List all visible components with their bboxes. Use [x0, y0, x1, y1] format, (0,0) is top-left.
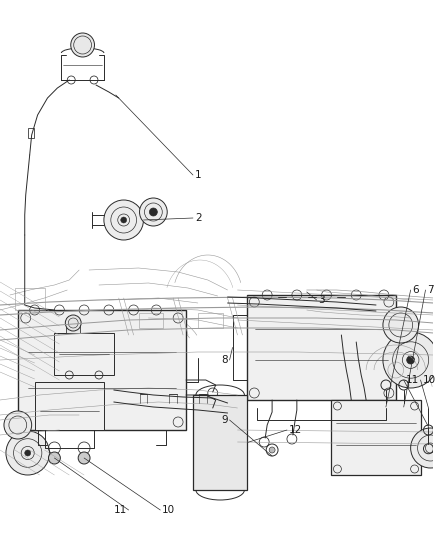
Circle shape: [25, 450, 31, 456]
Bar: [28, 128, 34, 138]
Text: 6: 6: [413, 285, 419, 295]
Bar: [332, 400, 420, 475]
Text: 1: 1: [195, 170, 201, 180]
Circle shape: [149, 208, 157, 216]
Circle shape: [6, 431, 49, 475]
Text: 11: 11: [406, 375, 419, 385]
Circle shape: [400, 403, 408, 411]
Circle shape: [383, 332, 438, 388]
Bar: [193, 395, 247, 490]
Bar: [15, 288, 45, 310]
Bar: [66, 325, 80, 333]
Bar: [198, 313, 223, 328]
Bar: [54, 333, 114, 375]
Circle shape: [4, 411, 32, 439]
Text: 12: 12: [289, 425, 302, 435]
Text: 2: 2: [195, 213, 201, 223]
Text: 11: 11: [113, 505, 127, 515]
Text: 10: 10: [423, 375, 436, 385]
Text: 9: 9: [221, 415, 228, 425]
Circle shape: [411, 428, 438, 468]
Text: 10: 10: [162, 505, 175, 515]
Circle shape: [407, 356, 415, 364]
Circle shape: [49, 452, 60, 464]
Circle shape: [104, 200, 144, 240]
Text: 7: 7: [427, 285, 434, 295]
Circle shape: [383, 307, 419, 343]
Circle shape: [78, 452, 90, 464]
Circle shape: [121, 217, 127, 223]
Bar: [35, 382, 104, 430]
Circle shape: [65, 315, 81, 331]
Circle shape: [382, 403, 390, 411]
Text: 3: 3: [318, 295, 325, 305]
Bar: [247, 295, 396, 400]
Circle shape: [140, 198, 167, 226]
Bar: [18, 310, 186, 430]
Circle shape: [71, 33, 95, 57]
Bar: [138, 313, 163, 328]
Circle shape: [269, 447, 275, 453]
Text: 8: 8: [221, 355, 228, 365]
